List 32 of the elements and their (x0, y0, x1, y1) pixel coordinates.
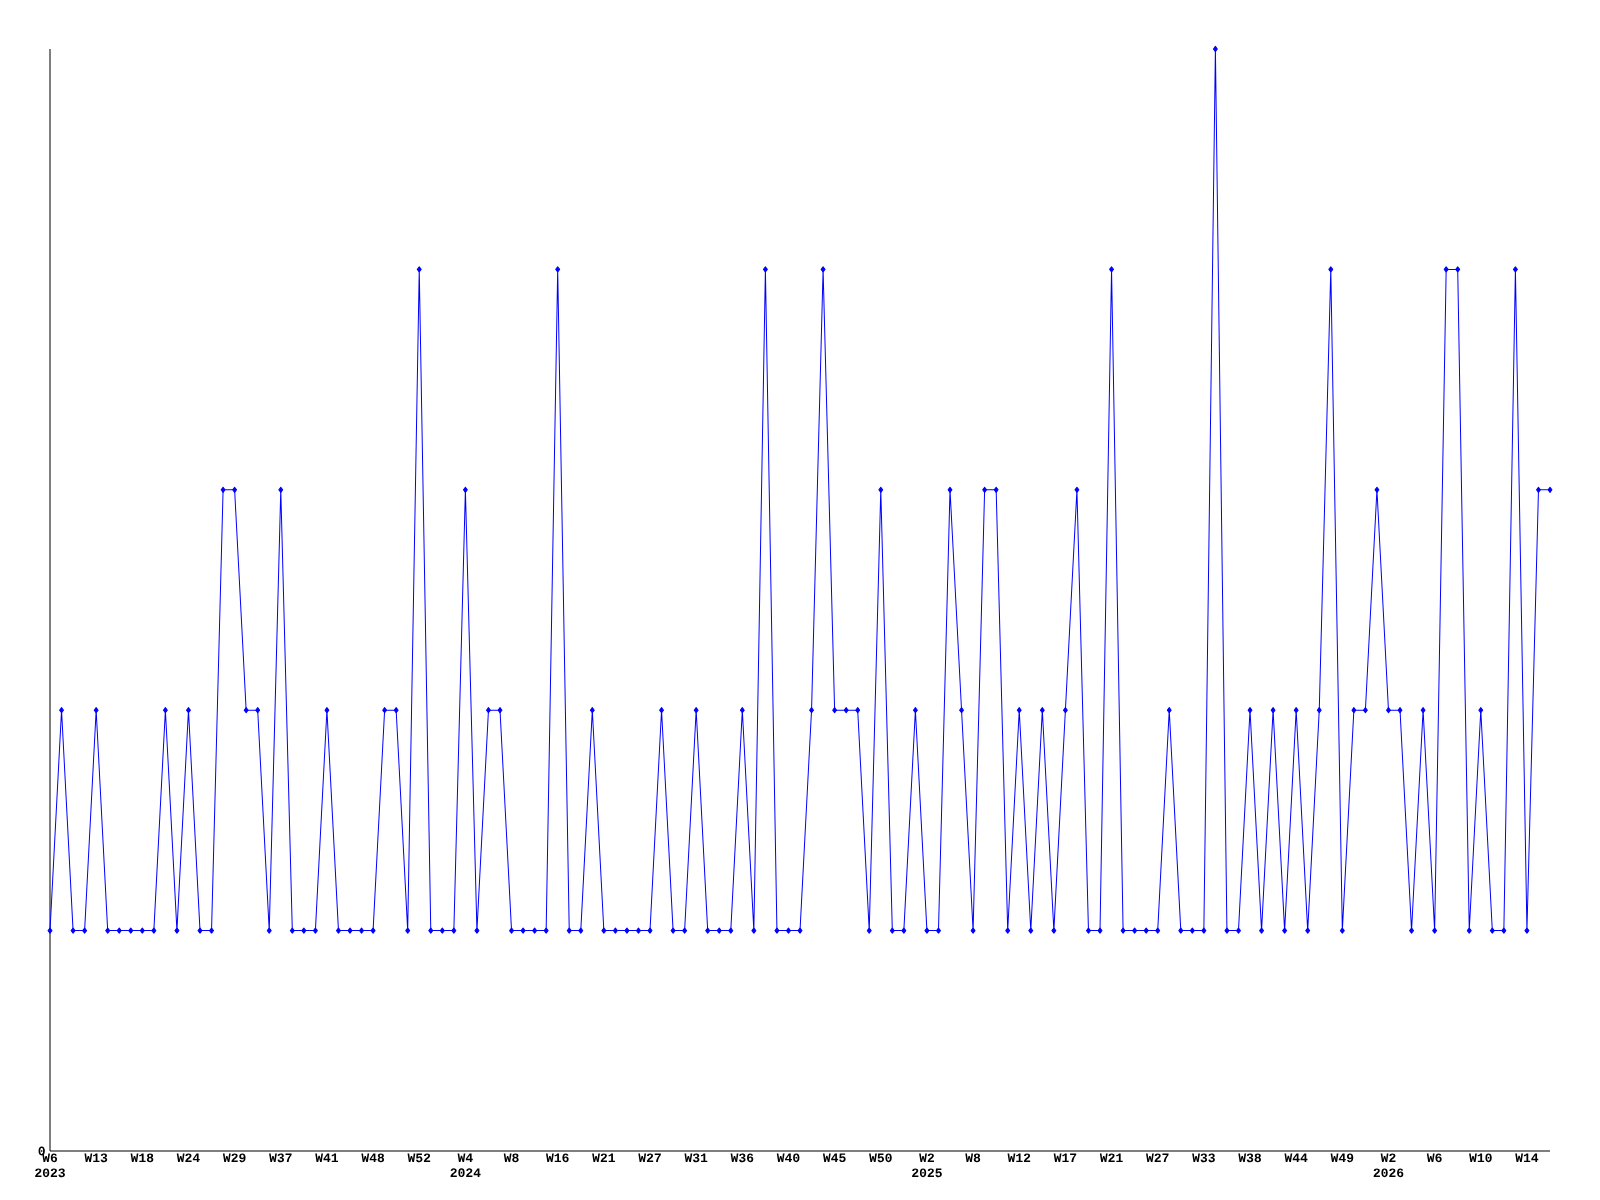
x-tick-label: W38 (1238, 1153, 1261, 1163)
x-tick-label: W41 (315, 1153, 339, 1162)
x-tick-label: W8 (965, 1153, 981, 1163)
x-tick-label: W45 (822, 1153, 846, 1163)
x-tick-label: W36 (730, 1153, 754, 1163)
x-tick-label: W12 (1007, 1153, 1031, 1163)
x-tick-label: W4 2024 (450, 1153, 481, 1178)
x-tick-label: W13 (84, 1153, 108, 1163)
x-tick-label: W29 (222, 1153, 246, 1163)
x-tick-label: W6 (1426, 1153, 1442, 1163)
x-tick-label: W37 (269, 1153, 292, 1163)
x-tick-label: W14 (1515, 1153, 1539, 1162)
x-tick-label: W10 (1469, 1153, 1492, 1163)
x-tick-label: W33 (1192, 1153, 1215, 1163)
x-tick-label: W44 (1284, 1153, 1308, 1162)
x-tick-label: W27 (638, 1153, 661, 1163)
x-tick-label: W48 (361, 1153, 385, 1163)
x-tick-label: W24 (176, 1153, 200, 1163)
x-tick-label: W21 (1099, 1153, 1123, 1163)
x-tick-label: W40 (776, 1153, 800, 1163)
x-tick-label: W2 2026 (1373, 1153, 1404, 1178)
x-tick-label: W18 (130, 1153, 154, 1163)
x-tick-label: W16 (546, 1153, 569, 1163)
x-tick-label: W27 (1146, 1153, 1169, 1163)
x-tick-label: W21 (592, 1153, 615, 1163)
x-tick-label: W8 (503, 1153, 519, 1163)
x-tick-label: W17 (1053, 1153, 1077, 1162)
x-tick-label: W52 (407, 1153, 431, 1163)
x-tick-label: W49 (1330, 1153, 1354, 1163)
x-tick-label: W2 2025 (912, 1153, 942, 1178)
x-tick-label: W31 (684, 1153, 708, 1163)
x-tick-label: W50 (869, 1153, 892, 1163)
